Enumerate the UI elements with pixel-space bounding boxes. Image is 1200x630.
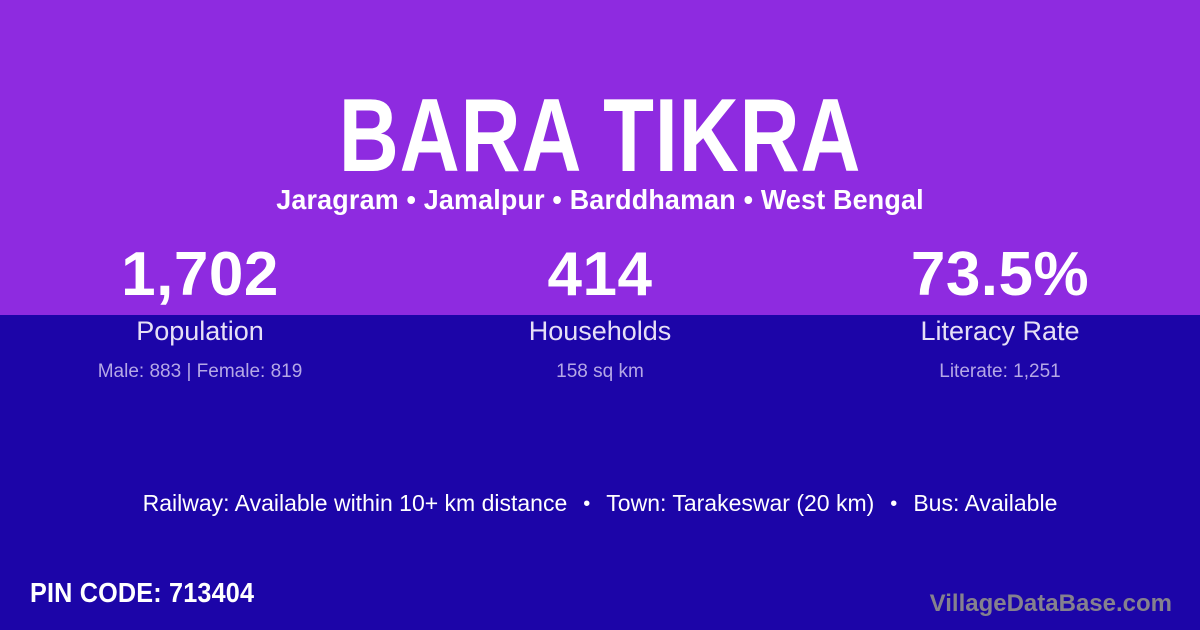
population-label: Population	[136, 316, 264, 346]
pin-code: PIN CODE: 713404	[30, 577, 255, 608]
page-title: BARA TIKRA	[338, 78, 862, 194]
households-detail: 158 sq km	[556, 361, 644, 382]
transport-info-line: Railway: Available within 10+ km distanc…	[0, 489, 1200, 518]
literacy-rate-label: Literacy Rate	[920, 316, 1080, 346]
bullet-separator: •	[583, 493, 591, 515]
breadcrumb: Jaragram • Jamalpur • Barddhaman • West …	[276, 184, 924, 215]
railway-info: Railway: Available within 10+ km distanc…	[142, 490, 568, 516]
literacy-rate-value: 73.5%	[910, 240, 1090, 309]
literacy-rate-detail: Literate: 1,251	[939, 361, 1061, 382]
stat-population: 1,702 Population Male: 883 | Female: 819	[0, 241, 400, 383]
population-detail: Male: 883 | Female: 819	[97, 361, 303, 382]
population-value: 1,702	[121, 240, 279, 309]
bus-info: Bus: Available	[913, 490, 1058, 516]
households-value: 414	[547, 240, 653, 309]
households-label: Households	[528, 316, 672, 346]
stat-literacy-rate: 73.5% Literacy Rate Literate: 1,251	[800, 241, 1200, 383]
stat-households: 414 Households 158 sq km	[400, 241, 800, 383]
watermark-villagedatabase: VillageDataBase.com	[929, 590, 1172, 617]
bullet-separator: •	[890, 493, 898, 515]
stats-row: 1,702 Population Male: 883 | Female: 819…	[0, 241, 1200, 383]
town-info: Town: Tarakeswar (20 km)	[606, 490, 875, 516]
